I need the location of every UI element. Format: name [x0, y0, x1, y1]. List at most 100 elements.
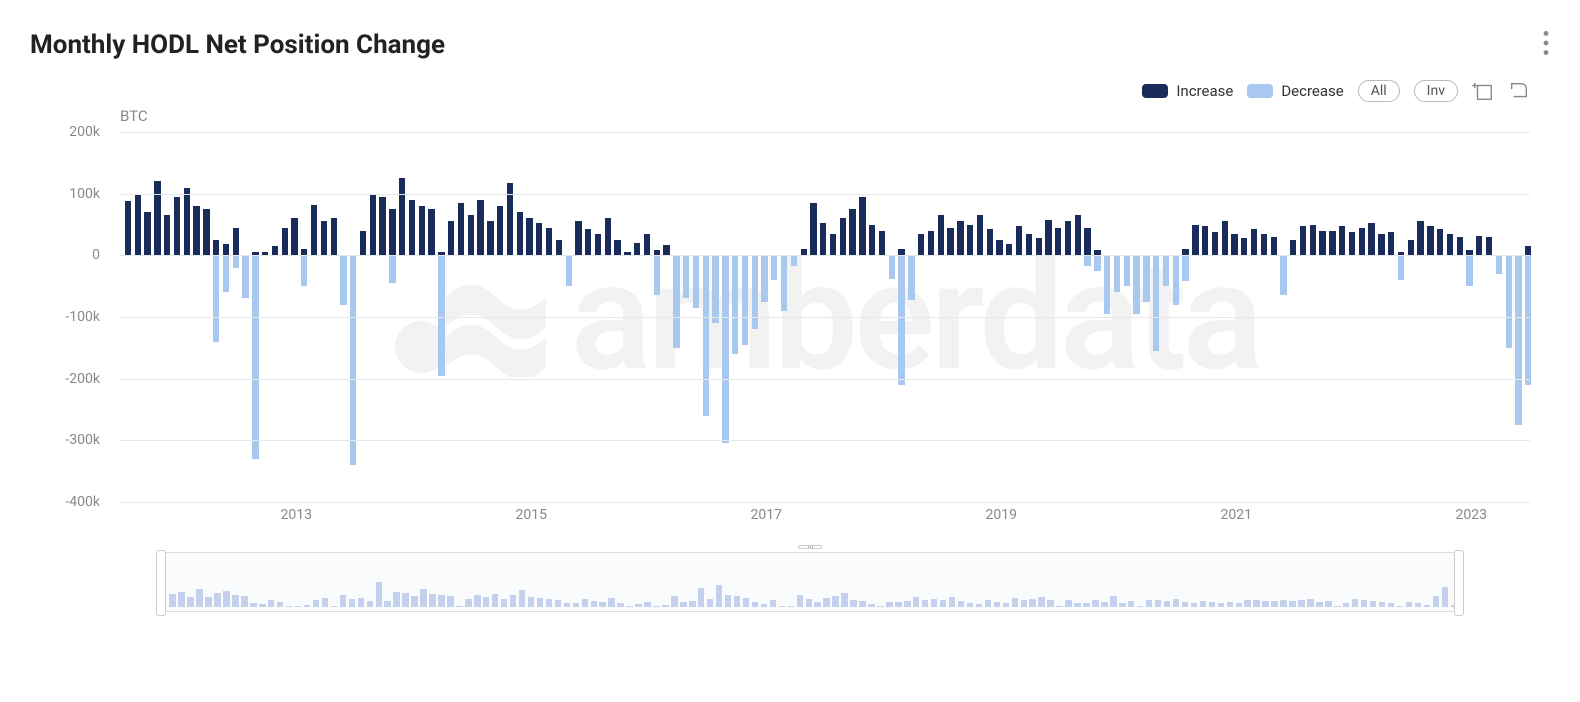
brush-bar	[1307, 599, 1313, 607]
bar-increase	[458, 203, 464, 255]
brush-bar	[1316, 602, 1322, 607]
y-tick-label: -200k	[65, 371, 100, 387]
bar-increase	[360, 231, 366, 256]
y-tick-label: -400k	[65, 494, 100, 510]
brush-bar	[1012, 598, 1018, 607]
brush-bar	[779, 606, 785, 607]
bar-increase	[1290, 240, 1296, 255]
bar-increase	[282, 228, 288, 256]
brush-bar	[501, 599, 507, 607]
more-menu-icon[interactable]	[1542, 31, 1550, 59]
bar-increase	[1006, 244, 1012, 255]
bar-increase	[605, 218, 611, 255]
brush-chart	[165, 557, 1455, 607]
bar-decrease	[223, 255, 229, 292]
bar-increase	[291, 218, 297, 255]
bar-increase	[1329, 231, 1335, 256]
bar-decrease	[340, 255, 346, 304]
y-tick-label: 200k	[69, 124, 100, 140]
brush-bar	[1352, 599, 1358, 607]
brush-bar	[689, 601, 695, 607]
bar-decrease	[712, 255, 718, 323]
brush-bar	[1343, 603, 1349, 607]
bar-increase	[996, 240, 1002, 255]
brush-bar	[214, 593, 220, 607]
bar-decrease	[752, 255, 758, 329]
bar-decrease	[703, 255, 709, 415]
brush-bar	[859, 601, 865, 607]
y-axis: 200k100k0-100k-200k-300k-400k	[30, 132, 110, 502]
brush-bar	[608, 598, 614, 607]
brush-bar	[752, 602, 758, 608]
bar-increase	[849, 209, 855, 255]
y-axis-unit: BTC	[120, 107, 148, 125]
brush-bar	[1182, 602, 1188, 607]
plot-area[interactable]: amberdata	[120, 132, 1530, 502]
bar-increase	[370, 194, 376, 256]
brush-bar	[1271, 601, 1277, 607]
bar-decrease	[1153, 255, 1159, 351]
brush-selector[interactable]	[160, 552, 1460, 612]
bar-decrease	[1094, 255, 1100, 270]
bar-increase	[125, 201, 131, 255]
all-button[interactable]: All	[1358, 80, 1400, 102]
bar-decrease	[233, 255, 239, 267]
bar-decrease	[566, 255, 572, 286]
legend-swatch-increase	[1142, 84, 1168, 98]
bar-increase	[859, 197, 865, 256]
bar-increase	[1525, 246, 1531, 255]
brush-bar	[877, 606, 883, 607]
bar-increase	[213, 240, 219, 255]
bar-increase	[321, 221, 327, 255]
brush-bar	[1065, 600, 1071, 607]
bar-decrease	[742, 255, 748, 344]
brush-bar	[582, 599, 588, 607]
brush-bar	[1379, 602, 1385, 607]
brush-bar	[653, 606, 659, 607]
bar-increase	[1036, 238, 1042, 255]
bar-increase	[419, 206, 425, 255]
legend-label-decrease: Decrease	[1281, 82, 1343, 100]
bar-increase	[1349, 232, 1355, 255]
brush-bar	[770, 600, 776, 607]
brush-bar	[1119, 603, 1125, 607]
brush-bar	[402, 593, 408, 607]
brush-bar	[725, 595, 731, 607]
bar-decrease	[1466, 255, 1472, 286]
bar-increase	[1251, 229, 1257, 255]
brush-bar	[1200, 601, 1206, 607]
brush-handle-right[interactable]	[1454, 550, 1464, 616]
add-panel-icon[interactable]	[1472, 80, 1494, 102]
reset-icon[interactable]	[1508, 80, 1530, 102]
brush-bar	[304, 605, 310, 607]
inv-button[interactable]: Inv	[1414, 80, 1458, 102]
legend-label-increase: Increase	[1176, 82, 1233, 100]
bar-increase	[1408, 240, 1414, 255]
x-tick-label: 2017	[751, 507, 782, 523]
bar-decrease	[781, 255, 787, 311]
bar-increase	[1016, 226, 1022, 256]
bar-decrease	[1104, 255, 1110, 314]
brush-bar	[1191, 603, 1197, 607]
bar-increase	[1310, 225, 1316, 256]
brush-handle-left[interactable]	[156, 550, 166, 616]
brush-bar	[949, 597, 955, 607]
legend-increase[interactable]: Increase	[1142, 82, 1233, 100]
brush-bar	[1433, 596, 1439, 607]
brush-bar	[1388, 603, 1394, 607]
bar-increase	[1300, 226, 1306, 256]
brush-bar	[868, 604, 874, 607]
bar-increase	[233, 228, 239, 256]
brush-bar	[1164, 601, 1170, 607]
bar-increase	[1192, 225, 1198, 256]
brush-bar	[1280, 600, 1286, 607]
brush-bar	[1442, 587, 1448, 607]
legend-decrease[interactable]: Decrease	[1247, 82, 1343, 100]
bar-increase	[644, 234, 650, 256]
bar-increase	[428, 209, 434, 255]
brush-bar	[931, 599, 937, 607]
gridline	[120, 255, 1530, 256]
bar-increase	[1339, 226, 1345, 256]
brush-bar	[1227, 602, 1233, 607]
brush-grip-icon[interactable]	[798, 545, 822, 549]
